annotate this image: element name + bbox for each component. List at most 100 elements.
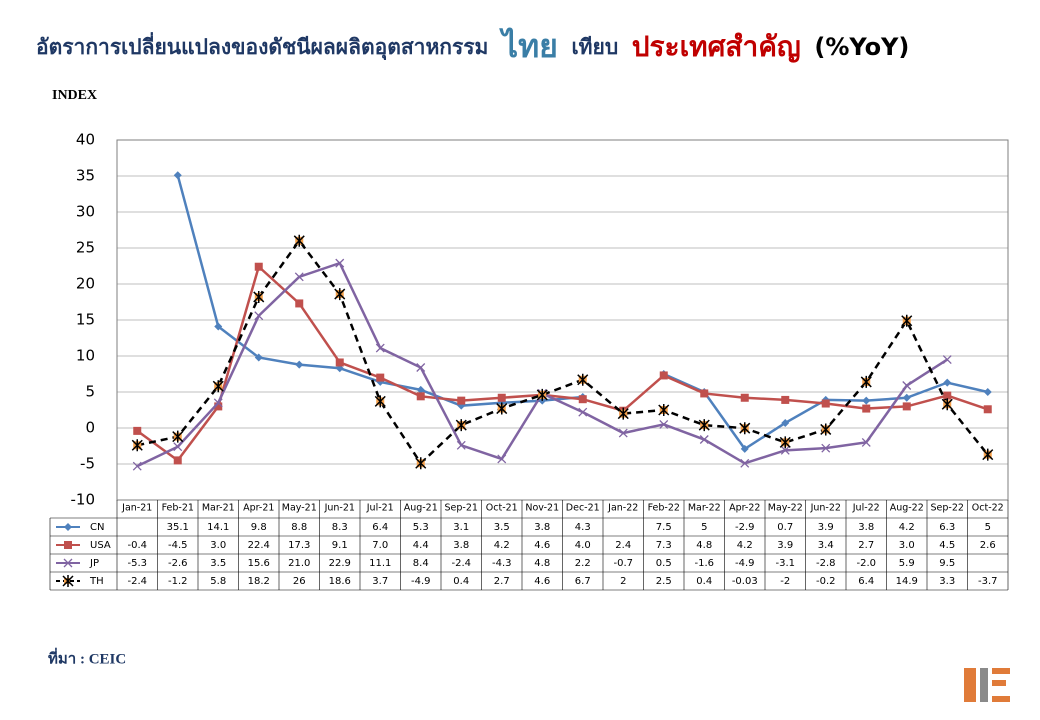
- legend-label: CN: [90, 522, 104, 533]
- table-cell: 0.5: [656, 558, 672, 569]
- title-part: เทียบ: [572, 35, 619, 59]
- table-cell: 9.5: [939, 558, 955, 569]
- marker: [375, 343, 385, 353]
- marker: [173, 456, 182, 465]
- x-tick-label: Jul-21: [366, 503, 394, 514]
- table-cell: 5.8: [210, 576, 226, 587]
- marker: [295, 360, 304, 369]
- chart-title: อัตราการเปลี่ยนแปลงของดัชนีผลผลิตอุตสาหก…: [36, 27, 909, 65]
- x-tick-label: Feb-21: [162, 503, 194, 514]
- x-tick-label: May-22: [768, 503, 803, 514]
- marker: [456, 440, 466, 450]
- table-cell: 18.6: [329, 576, 351, 587]
- table-cell: -4.9: [411, 576, 431, 587]
- marker: [862, 396, 871, 405]
- marker: [416, 392, 425, 401]
- table-cell: 35.1: [167, 522, 189, 533]
- marker: [578, 407, 588, 417]
- table-cell: 3.4: [818, 540, 834, 551]
- table-cell: -0.2: [816, 576, 836, 587]
- marker: [172, 430, 184, 443]
- x-tick-label: Sep-21: [445, 503, 478, 514]
- marker: [133, 426, 142, 435]
- marker: [254, 353, 263, 362]
- table-cell: 3.5: [494, 522, 510, 533]
- table-cell: 2.5: [656, 576, 672, 587]
- x-tick-label: Jun-22: [810, 503, 841, 514]
- table-cell: -5.3: [127, 558, 147, 569]
- table-cell: 3.3: [939, 576, 955, 587]
- marker: [254, 262, 263, 271]
- legend-marker: [64, 523, 72, 531]
- table-cell: 15.6: [248, 558, 270, 569]
- marker: [983, 405, 992, 414]
- y-tick-label: 10: [76, 347, 95, 365]
- marker: [416, 385, 425, 394]
- marker: [536, 388, 548, 401]
- marker: [415, 457, 427, 470]
- marker: [941, 398, 953, 411]
- marker: [902, 393, 911, 402]
- x-tick-label: Mar-22: [688, 503, 721, 514]
- marker: [294, 272, 304, 282]
- table-cell: -2.6: [168, 558, 188, 569]
- table-cell: -2: [780, 576, 790, 587]
- table-cell: 3.7: [372, 576, 388, 587]
- table-cell: 6.3: [939, 522, 955, 533]
- legend-marker: [62, 575, 74, 587]
- y-tick-label: -5: [80, 455, 95, 473]
- y-axis-label: INDEX: [52, 88, 97, 103]
- table-cell: 3.8: [534, 522, 550, 533]
- table-cell: 6.7: [575, 576, 591, 587]
- marker: [578, 395, 587, 404]
- table-cell: -1.2: [168, 576, 188, 587]
- x-tick-label: Dec-21: [566, 503, 600, 514]
- table-cell: -4.5: [168, 540, 188, 551]
- table-cell: -0.4: [127, 540, 147, 551]
- title-part: ไทย: [499, 27, 558, 65]
- table-cell: 26: [293, 576, 306, 587]
- title-part: อัตราการเปลี่ยนแปลงของดัชนีผลผลิตอุตสาหก…: [36, 31, 488, 61]
- y-tick-label: 5: [85, 383, 95, 401]
- marker: [698, 419, 710, 432]
- table-cell: -3.1: [775, 558, 795, 569]
- table-cell: -3.7: [978, 576, 998, 587]
- marker: [457, 396, 466, 405]
- x-tick-label: Nov-21: [525, 503, 559, 514]
- table-cell: 22.9: [329, 558, 351, 569]
- series-line: [136, 238, 989, 466]
- table-cell: -0.03: [732, 576, 758, 587]
- table-cell: 4.8: [696, 540, 712, 551]
- table-cell: 3.8: [453, 540, 469, 551]
- x-tick-label: Feb-22: [648, 503, 680, 514]
- marker: [659, 419, 669, 429]
- table-cell: 3.9: [818, 522, 834, 533]
- legend-label: USA: [90, 540, 111, 551]
- marker: [212, 380, 224, 393]
- table-cell: 18.2: [248, 576, 270, 587]
- table-cell: 4.4: [413, 540, 429, 551]
- marker: [496, 402, 508, 415]
- marker: [335, 258, 345, 268]
- y-tick-label: 25: [76, 239, 95, 257]
- table-cell: -1.6: [694, 558, 714, 569]
- x-tick-label: Jun-21: [324, 503, 355, 514]
- marker: [779, 436, 791, 449]
- marker: [943, 378, 952, 387]
- table-cell: 7.3: [656, 540, 672, 551]
- marker: [659, 371, 668, 380]
- table-cell: 5.9: [899, 558, 915, 569]
- marker: [781, 395, 790, 404]
- marker: [497, 393, 506, 402]
- table-cell: 2.7: [494, 576, 510, 587]
- legend-label: TH: [89, 576, 104, 587]
- y-tick-label: -10: [71, 491, 96, 509]
- marker: [943, 391, 952, 400]
- y-tick-label: 20: [76, 275, 95, 293]
- marker: [131, 439, 143, 452]
- x-tick-label: Oct-22: [972, 503, 1004, 514]
- marker: [740, 444, 749, 453]
- legend-marker: [63, 558, 73, 568]
- x-tick-label: Apr-21: [243, 503, 274, 514]
